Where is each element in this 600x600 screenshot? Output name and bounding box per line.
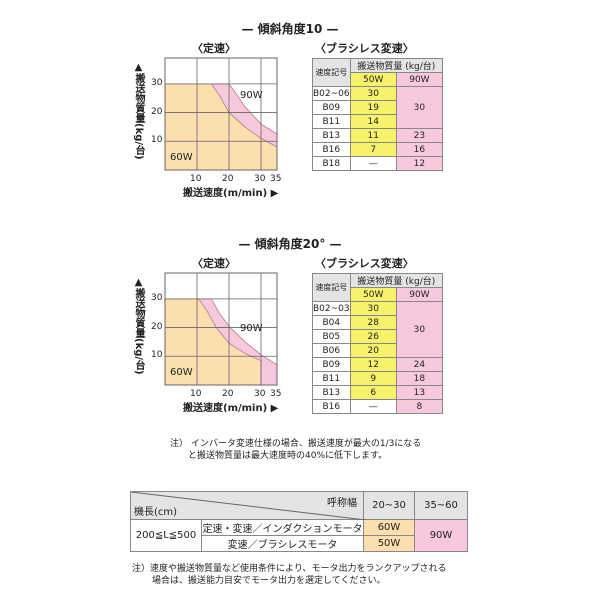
mass-50w: 9: [349, 371, 397, 386]
x-tick-label: 20: [222, 174, 234, 184]
note-inverter: 注） インバータ変速仕様の場合、搬送速度が最大の1/3になる と搬送物質量は最大…: [170, 438, 421, 462]
x-tick-label: 10: [190, 389, 202, 399]
mass-90w: 13: [395, 385, 444, 400]
y-tick-label: 10: [151, 350, 163, 361]
mass-50w: 26: [349, 329, 397, 344]
speed-code: B16: [312, 399, 351, 414]
motor-type-induction: 定速・変速／インダクションモータ: [201, 519, 364, 536]
speed-code-header: 速度記号: [312, 58, 351, 87]
width-col-2: 35~60: [414, 491, 468, 520]
x-axis-label: 搬送速度(m/min) ▶: [183, 403, 279, 414]
mass-50w: 6: [349, 385, 397, 400]
mass-90w: 30: [395, 301, 444, 358]
motor-output: 60W: [363, 519, 415, 536]
mass-90w: 30: [395, 86, 444, 129]
y-tick-label: 20: [151, 106, 163, 117]
x-tick-label: 10: [190, 174, 202, 184]
speed-code-header: 速度記号: [312, 273, 351, 302]
speed-table-1: 速度記号 搬送物質量 (kg/台) 50W 90W B02~06 30 30 B09 19 B11…: [312, 58, 444, 171]
col-50w-header: 50W: [349, 287, 397, 302]
table-row: B13 6 13: [312, 385, 444, 400]
speed-code: B11: [312, 371, 351, 386]
width-col-1: 20~30: [363, 491, 415, 520]
series-label-90w: 90W: [240, 90, 263, 101]
nominal-width-label: 呼称幅: [327, 498, 357, 509]
x-tick-label: 30: [254, 174, 266, 184]
speed-code: B13: [312, 385, 351, 400]
table-row: B18—12: [312, 156, 444, 171]
series-label-60w: 60W: [170, 152, 193, 163]
col-50w-header: 50W: [349, 72, 397, 87]
x-tick-label: 35: [270, 389, 282, 399]
table-row: B13 11 23: [312, 128, 444, 143]
y-axis-label: ▲搬送物質量(kg/台): [133, 62, 144, 160]
mass-50w: —: [349, 399, 397, 414]
table-row: B09 12 24: [312, 357, 444, 372]
mass-50w: 28: [349, 315, 397, 330]
speed-code: B06: [312, 343, 351, 358]
x-tick-label: 30: [254, 389, 266, 399]
x-tick-label: 35: [270, 174, 282, 184]
corner-header: 呼称幅 機長(cm): [130, 491, 366, 520]
table-row: B16—8: [312, 399, 444, 414]
mass-90w: 12: [395, 156, 444, 171]
note-line: 場合は、搬送能力目安でモータ出力を選定してください。: [152, 576, 386, 586]
diagonal-line: [131, 492, 366, 520]
mass-90w: 24: [395, 357, 444, 372]
mass-90w: 8: [395, 399, 444, 414]
length-label: 機長(cm): [134, 507, 178, 518]
note-line: と搬送物質量は最大速度時の40%に低下します。: [188, 451, 388, 461]
table-row: B11 9 18: [312, 371, 444, 386]
section-title: — 傾斜角度20° —: [238, 237, 342, 251]
mass-50w: 30: [349, 86, 397, 101]
section-title: — 傾斜角度10 —: [241, 22, 339, 36]
speed-code: B09: [312, 357, 351, 372]
col-90w-header: 90W: [395, 287, 444, 302]
mass-50w: 14: [349, 114, 397, 129]
x-axis-label: 搬送速度(m/min) ▶: [183, 188, 279, 199]
speed-code: B02~03: [312, 301, 351, 316]
table-row: B02~06 30 30: [312, 86, 444, 129]
y-tick-label: 10: [151, 135, 163, 146]
y-tick-label: 20: [151, 321, 163, 332]
mass-90w: 18: [395, 371, 444, 386]
table-row: B16 7 16: [312, 142, 444, 157]
mass-50w: 12: [349, 357, 397, 372]
note-line: 注） インバータ変速仕様の場合、搬送速度が最大の1/3になる: [170, 439, 422, 449]
motor-output: 90W: [414, 519, 468, 552]
motor-output: 50W: [363, 535, 415, 552]
series-label-60w: 60W: [170, 367, 193, 378]
length-range: 200≦L≦500: [130, 519, 202, 552]
mass-50w: 20: [349, 343, 397, 358]
mass-header: 搬送物質量 (kg/台): [349, 273, 444, 288]
speed-code: B04: [312, 315, 351, 330]
mass-50w: 11: [349, 128, 397, 143]
motor-table: 呼称幅 機長(cm) 20~30 35~60 200≦L≦500 定速・変速／イ…: [130, 491, 468, 552]
constant-speed-subtitle: 〈定速〉: [192, 42, 236, 55]
brushless-subtitle: 〈ブラシレス変速〉: [315, 257, 414, 270]
x-tick-label: 20: [222, 389, 234, 399]
mass-50w: 30: [349, 301, 397, 316]
table-row: B02~03 30 30: [312, 301, 444, 358]
y-tick-label: 30: [151, 77, 163, 88]
series-label-90w: 90W: [240, 323, 263, 334]
constant-speed-subtitle: 〈定速〉: [192, 257, 236, 270]
plot-border: [164, 57, 278, 171]
y-axis-label: ▲搬送物質量(kg/台): [133, 277, 144, 375]
y-tick-label: 30: [151, 292, 163, 303]
note-motor-rankup: 注）速度や搬送物質量など使用条件により、モータ出力をランクアップされる 場合は、…: [132, 563, 446, 587]
speed-table-2: 速度記号 搬送物質量 (kg/台) 50W 90W B02~03 30 30 B04 28 B05…: [312, 273, 444, 414]
note-line: 注）速度や搬送物質量など使用条件により、モータ出力をランクアップされる: [132, 564, 447, 574]
plot-border: [164, 272, 278, 386]
motor-type-brushless: 変速／ブラシレスモータ: [201, 535, 364, 552]
speed-code: B05: [312, 329, 351, 344]
brushless-subtitle: 〈ブラシレス変速〉: [315, 42, 414, 55]
table-row: B06 20: [312, 343, 443, 358]
